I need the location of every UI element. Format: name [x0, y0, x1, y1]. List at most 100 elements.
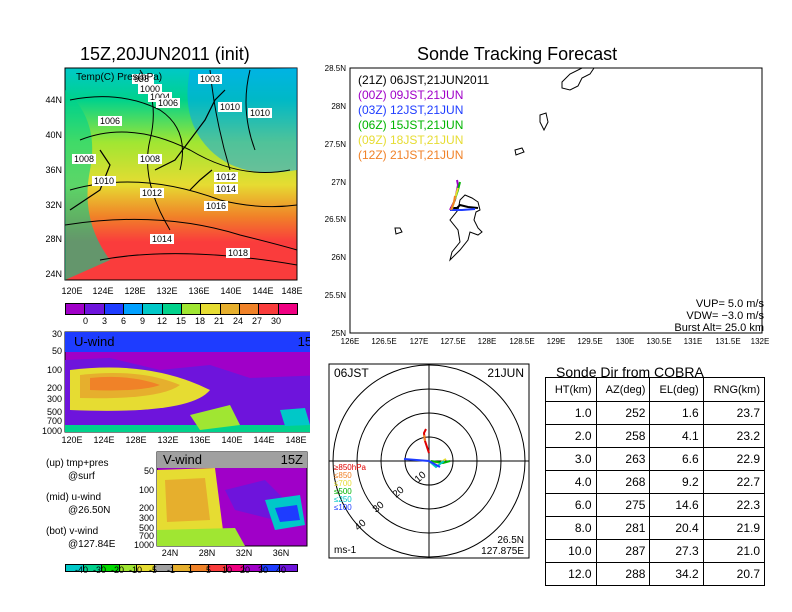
lon-tick: 127.5E [440, 337, 465, 346]
temp-colorbar-labels: 0 3 6 9 12 15 18 21 24 27 30 [65, 316, 297, 328]
isobar-label: 1008 [74, 154, 94, 164]
lon-tick: 131.5E [715, 337, 740, 346]
level-legend: ≤700 [334, 479, 352, 488]
param-line: Burst Alt= 25.0 km [674, 322, 764, 334]
header-rng: RNG(km) [702, 377, 766, 402]
lon-tick: 140E [221, 435, 242, 445]
cell: 4.1 [649, 424, 704, 448]
cell: 20.4 [649, 516, 704, 540]
cell: 6.0 [545, 493, 597, 517]
polar-unit: ms-1 [334, 545, 357, 556]
param-line: VUP= 5.0 m/s [695, 298, 764, 310]
lat-tick: 26N [331, 253, 346, 262]
cell: 268 [595, 470, 651, 494]
lon-tick: 148E [281, 286, 302, 296]
isobar-label: 1012 [216, 172, 236, 182]
table-row: 3.0 263 6.6 22.9 [545, 447, 766, 471]
note-line: (mid) u-wind [46, 492, 102, 503]
header-az: AZ(deg) [595, 377, 651, 402]
lat-tick: 28N [331, 102, 346, 111]
level-legend: ≤850 [334, 471, 352, 480]
cell: 12.0 [545, 562, 597, 586]
lon-tick: 131E [684, 337, 703, 346]
p-tick: 100 [47, 365, 62, 375]
isobar-label: 1006 [158, 98, 178, 108]
lon-tick: 126E [341, 337, 360, 346]
lon-tick: 148E [285, 435, 306, 445]
isobar-label: 1018 [228, 248, 248, 258]
cell: 23.2 [702, 424, 766, 448]
polar-lon: 127.875E [481, 546, 524, 557]
note-line: (bot) v-wind [46, 526, 99, 537]
cell: 4.0 [545, 470, 597, 494]
isobar-label: 1010 [220, 102, 240, 112]
cell: 1.0 [545, 401, 597, 425]
cell: 263 [595, 447, 651, 471]
lat-tick: 32N [236, 548, 253, 558]
tracking-title: Sonde Tracking Forecast [417, 44, 618, 64]
p-tick: 500 [139, 523, 154, 533]
legend-entry: (12Z) 21JST,21JUN [358, 148, 464, 162]
lon-tick: 128.5E [509, 337, 534, 346]
colorbar-label: 40 [276, 565, 287, 575]
cell: 2.0 [545, 424, 597, 448]
isobar-label: 1004 [150, 92, 170, 102]
table-row: 2.0 258 4.1 23.2 [545, 424, 766, 448]
colorbar-label: 12 [157, 316, 168, 326]
lon-tick: 127E [410, 337, 429, 346]
table-row: 1.0 252 1.6 23.7 [545, 401, 766, 425]
p-tick: 50 [144, 466, 154, 476]
cell: 22.9 [702, 447, 766, 471]
isobar-labels: 998 1000 1004 1006 1003 1006 1010 1010 1… [72, 74, 272, 258]
colorbar-label: 18 [195, 316, 206, 326]
isobar-label: 1010 [250, 108, 270, 118]
legend-entry: (00Z) 09JST,21JUN [358, 88, 464, 102]
cell: 22.3 [702, 493, 766, 517]
p-tick: 700 [139, 531, 154, 541]
colorbar-label: -10 [129, 565, 143, 575]
v-wind-time: 15Z [281, 452, 303, 467]
colorbar-label: 9 [140, 316, 146, 326]
colorbar-label: 15 [176, 316, 187, 326]
p-tick: 50 [52, 346, 62, 356]
header-el: EL(deg) [649, 377, 704, 402]
param-line: VDW= −3.0 m/s [686, 310, 764, 322]
lat-tick: 27.5N [325, 140, 347, 149]
colorbar-label: 20 [240, 565, 251, 575]
colorbar-label: -20 [111, 565, 125, 575]
lon-tick: 124E [92, 286, 113, 296]
lon-tick: 132E [156, 286, 177, 296]
lon-tick: 144E [252, 286, 273, 296]
legend-entry: (06Z) 15JST,21JUN [358, 118, 464, 132]
lat-tick: 28N [45, 234, 62, 244]
lon-tick: 120E [61, 286, 82, 296]
temp-colorbar [65, 303, 298, 315]
note-line: @26.50N [68, 505, 111, 516]
lat-tick: 25.5N [325, 291, 347, 300]
cell: 3.0 [545, 447, 597, 471]
tracking-legend: (21Z) 06JST,21JUN2011 (00Z) 09JST,21JUN … [358, 73, 489, 163]
isobar-label: 1010 [94, 176, 114, 186]
cell: 22.7 [702, 470, 766, 494]
lat-tick: 28N [199, 548, 216, 558]
cell: 20.7 [702, 562, 766, 586]
cell: 21.0 [702, 539, 766, 563]
cell: 288 [595, 562, 651, 586]
lat-tick: 26.5N [325, 215, 347, 224]
cell: 1.6 [649, 401, 704, 425]
cell: 21.9 [702, 516, 766, 540]
lon-tick: 129E [547, 337, 566, 346]
colorbar-swatch [239, 303, 260, 315]
table-row: 6.0 275 14.6 22.3 [545, 493, 766, 517]
cell: 8.0 [545, 516, 597, 540]
p-tick: 30 [52, 330, 62, 339]
colorbar-swatch [258, 303, 279, 315]
colorbar-label: -40 [75, 565, 89, 575]
polar-lat: 26.5N [497, 535, 524, 546]
lon-tick: 132E [157, 435, 178, 445]
level-legend: ≤100 [334, 503, 352, 512]
cell: 6.6 [649, 447, 704, 471]
note-line: @surf [68, 471, 95, 482]
cell: 10.0 [545, 539, 597, 563]
isobar-label: 1003 [200, 74, 220, 84]
